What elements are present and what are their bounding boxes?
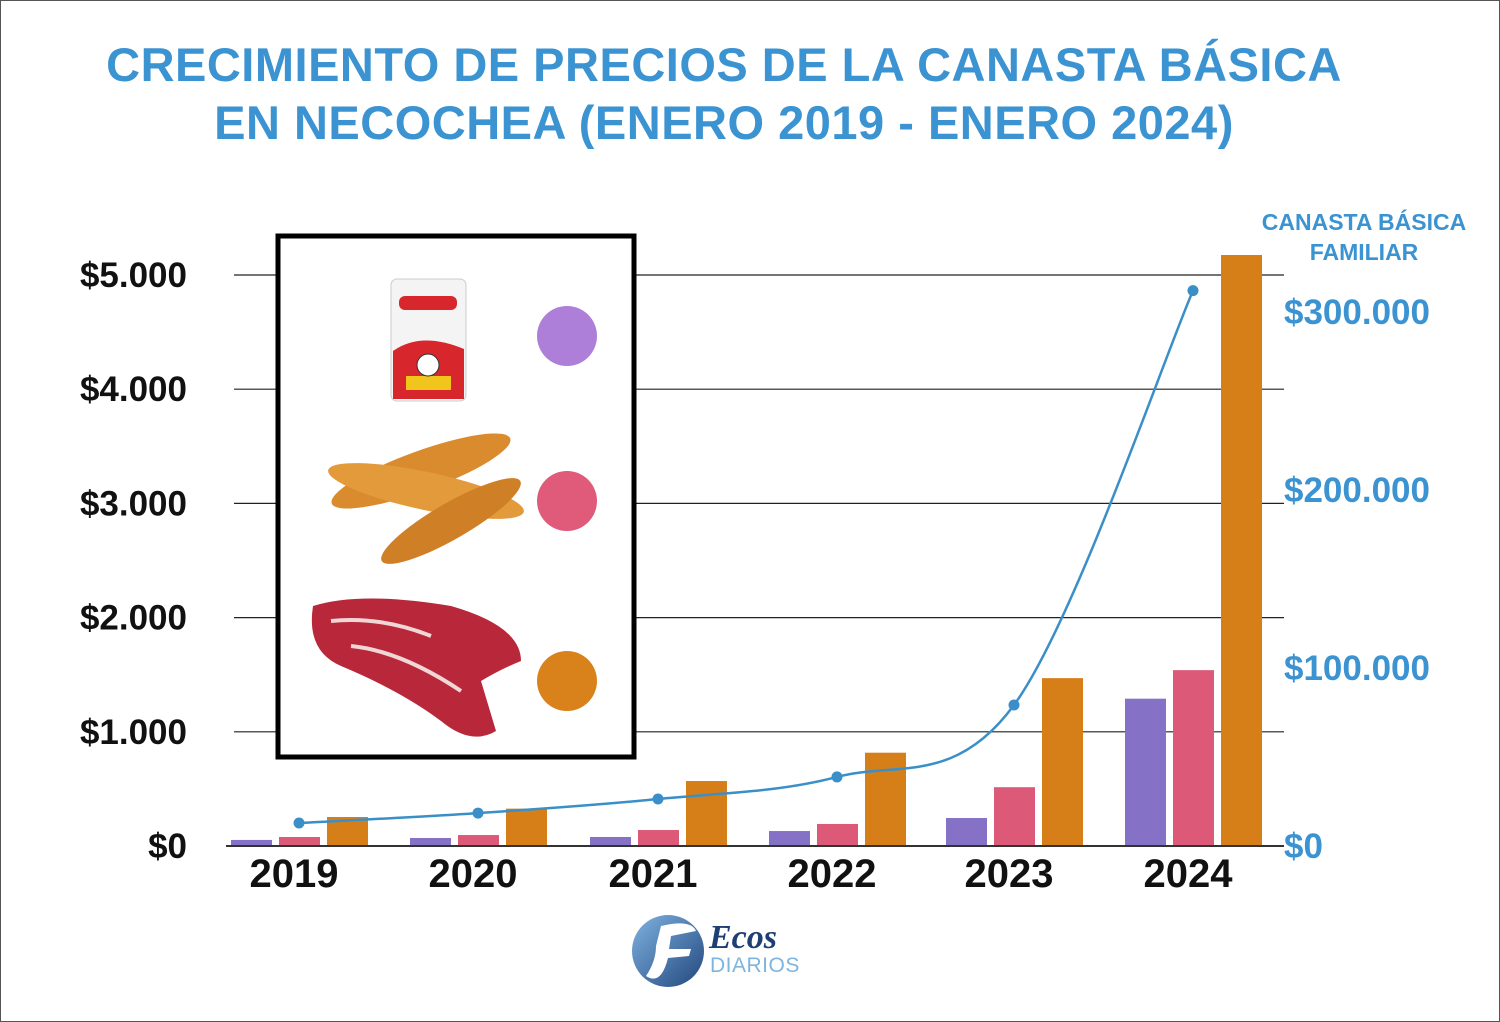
x-axis-tick: 2020 <box>429 852 518 896</box>
logo-sub: DIARIOS <box>710 954 800 977</box>
x-axis-tick: 2021 <box>609 852 698 896</box>
bar-series3 <box>1042 678 1083 846</box>
left-axis-tick: $5.000 <box>80 256 187 295</box>
line-point <box>1187 285 1199 297</box>
bar-series3 <box>686 781 727 846</box>
left-axis-tick: $2.000 <box>80 599 187 638</box>
right-axis-title-line2: FAMILIAR <box>1309 239 1419 265</box>
bar-series2 <box>458 835 499 846</box>
right-axis-tick: $300.000 <box>1284 293 1430 332</box>
right-axis-tick: $100.000 <box>1284 649 1430 688</box>
bar-series2 <box>994 787 1035 846</box>
bar-series2 <box>1173 670 1214 846</box>
bar-series1 <box>769 831 810 846</box>
line-point <box>472 807 484 819</box>
bar-series1 <box>946 818 987 846</box>
bar-series1 <box>231 839 272 846</box>
bar-series3 <box>1221 255 1262 846</box>
x-axis-tick: 2022 <box>788 852 877 896</box>
line-point <box>831 771 843 783</box>
x-axis-tick: 2023 <box>965 852 1054 896</box>
bar-series1 <box>410 838 451 846</box>
bar-series1 <box>1125 698 1166 846</box>
chart-title-line2: EN NECOCHEA (ENERO 2019 - ENERO 2024) <box>214 96 1234 149</box>
right-axis-tick: $0 <box>1284 827 1323 866</box>
right-axis-tick: $200.000 <box>1284 471 1430 510</box>
line-point <box>652 793 664 805</box>
line-point <box>1008 699 1020 711</box>
left-axis-tick: $3.000 <box>80 484 187 523</box>
bar-series2 <box>279 836 320 846</box>
bar-series2 <box>638 830 679 846</box>
x-axis-tick: 2024 <box>1144 852 1234 896</box>
x-axis-tick: 2019 <box>250 852 339 896</box>
left-axis-tick: $0 <box>148 827 187 866</box>
right-axis-title: CANASTA BÁSICA FAMILIAR <box>1251 207 1477 267</box>
bar-series3 <box>506 808 547 846</box>
bar-series1 <box>590 836 631 846</box>
bar-series2 <box>817 823 858 846</box>
chart-title-line1: CRECIMIENTO DE PRECIOS DE LA CANASTA BÁS… <box>106 38 1342 91</box>
left-axis-tick: $4.000 <box>80 370 187 409</box>
logo-brand: Ecos <box>709 919 777 956</box>
bar-series3 <box>865 752 906 846</box>
line-point <box>293 817 305 829</box>
left-axis-tick: $1.000 <box>80 713 187 752</box>
right-axis-title-line1: CANASTA BÁSICA <box>1261 209 1467 235</box>
